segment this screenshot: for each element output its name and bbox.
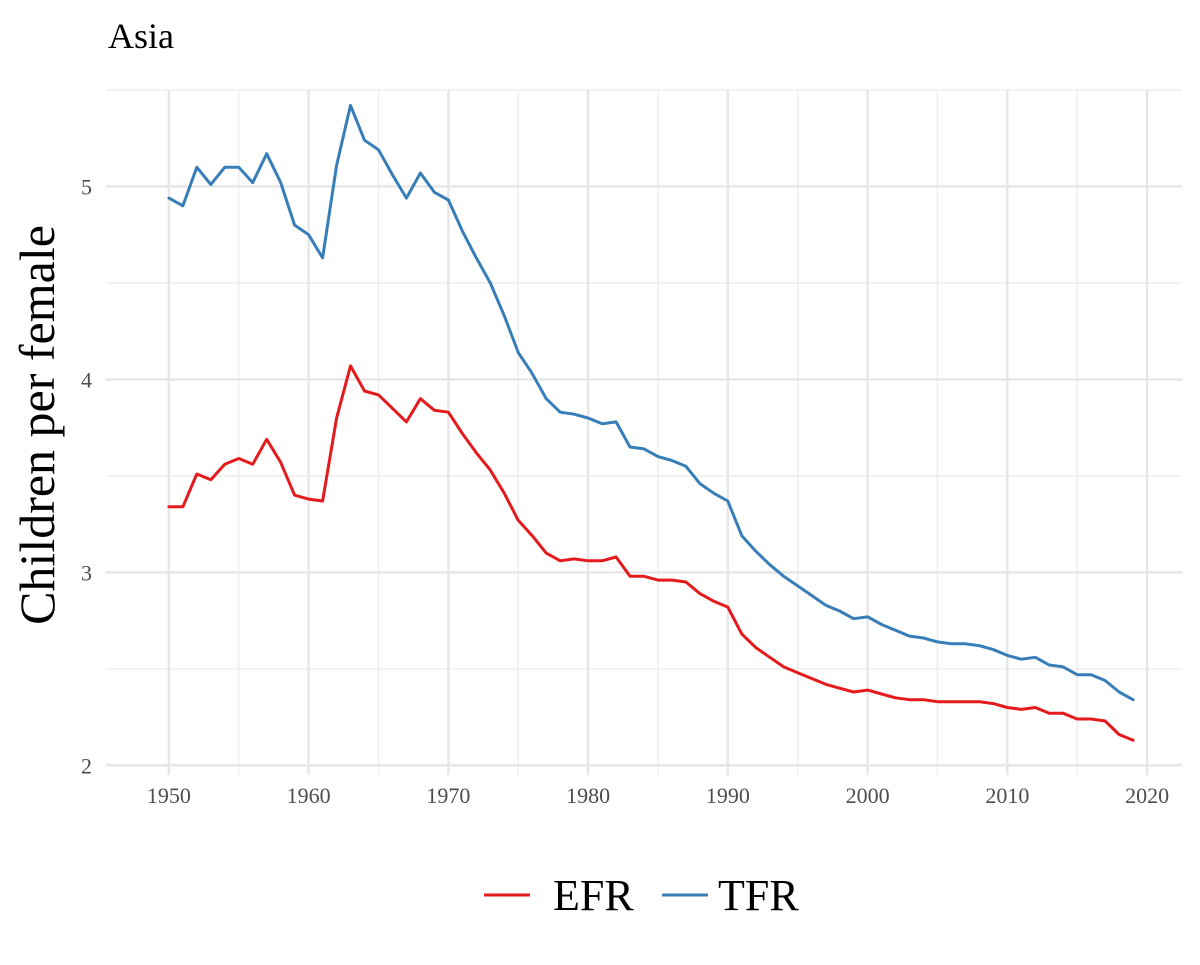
major-gridlines: [106, 90, 1182, 775]
series-line-tfr: [167, 103, 1135, 702]
y-tick-label: 5: [81, 174, 92, 199]
minor-gridlines: [106, 89, 1182, 775]
x-tick-label: 1970: [426, 783, 470, 808]
series-line-efr: [167, 364, 1135, 742]
series-lines: [167, 103, 1135, 742]
x-axis-tick-labels: 1950 1960 1970 1980 1990 2000 2010 2020: [147, 783, 1169, 808]
x-tick-label: 2010: [985, 783, 1029, 808]
x-tick-label: 2020: [1125, 783, 1169, 808]
x-tick-label: 2000: [846, 783, 890, 808]
y-tick-label: 2: [81, 753, 92, 778]
legend-label-tfr: TFR: [718, 871, 799, 920]
x-tick-label: 1960: [287, 783, 331, 808]
chart-title: Asia: [108, 16, 174, 56]
x-tick-label: 1980: [566, 783, 610, 808]
x-tick-label: 1990: [706, 783, 750, 808]
legend-label-efr: EFR: [553, 871, 634, 920]
y-tick-label: 4: [81, 367, 92, 392]
legend: EFR TFR: [484, 871, 799, 920]
y-axis-tick-labels: 2 3 4 5: [81, 174, 92, 778]
y-axis-title: Children per female: [9, 225, 65, 625]
y-tick-label: 3: [81, 560, 92, 585]
x-tick-label: 1950: [147, 783, 191, 808]
